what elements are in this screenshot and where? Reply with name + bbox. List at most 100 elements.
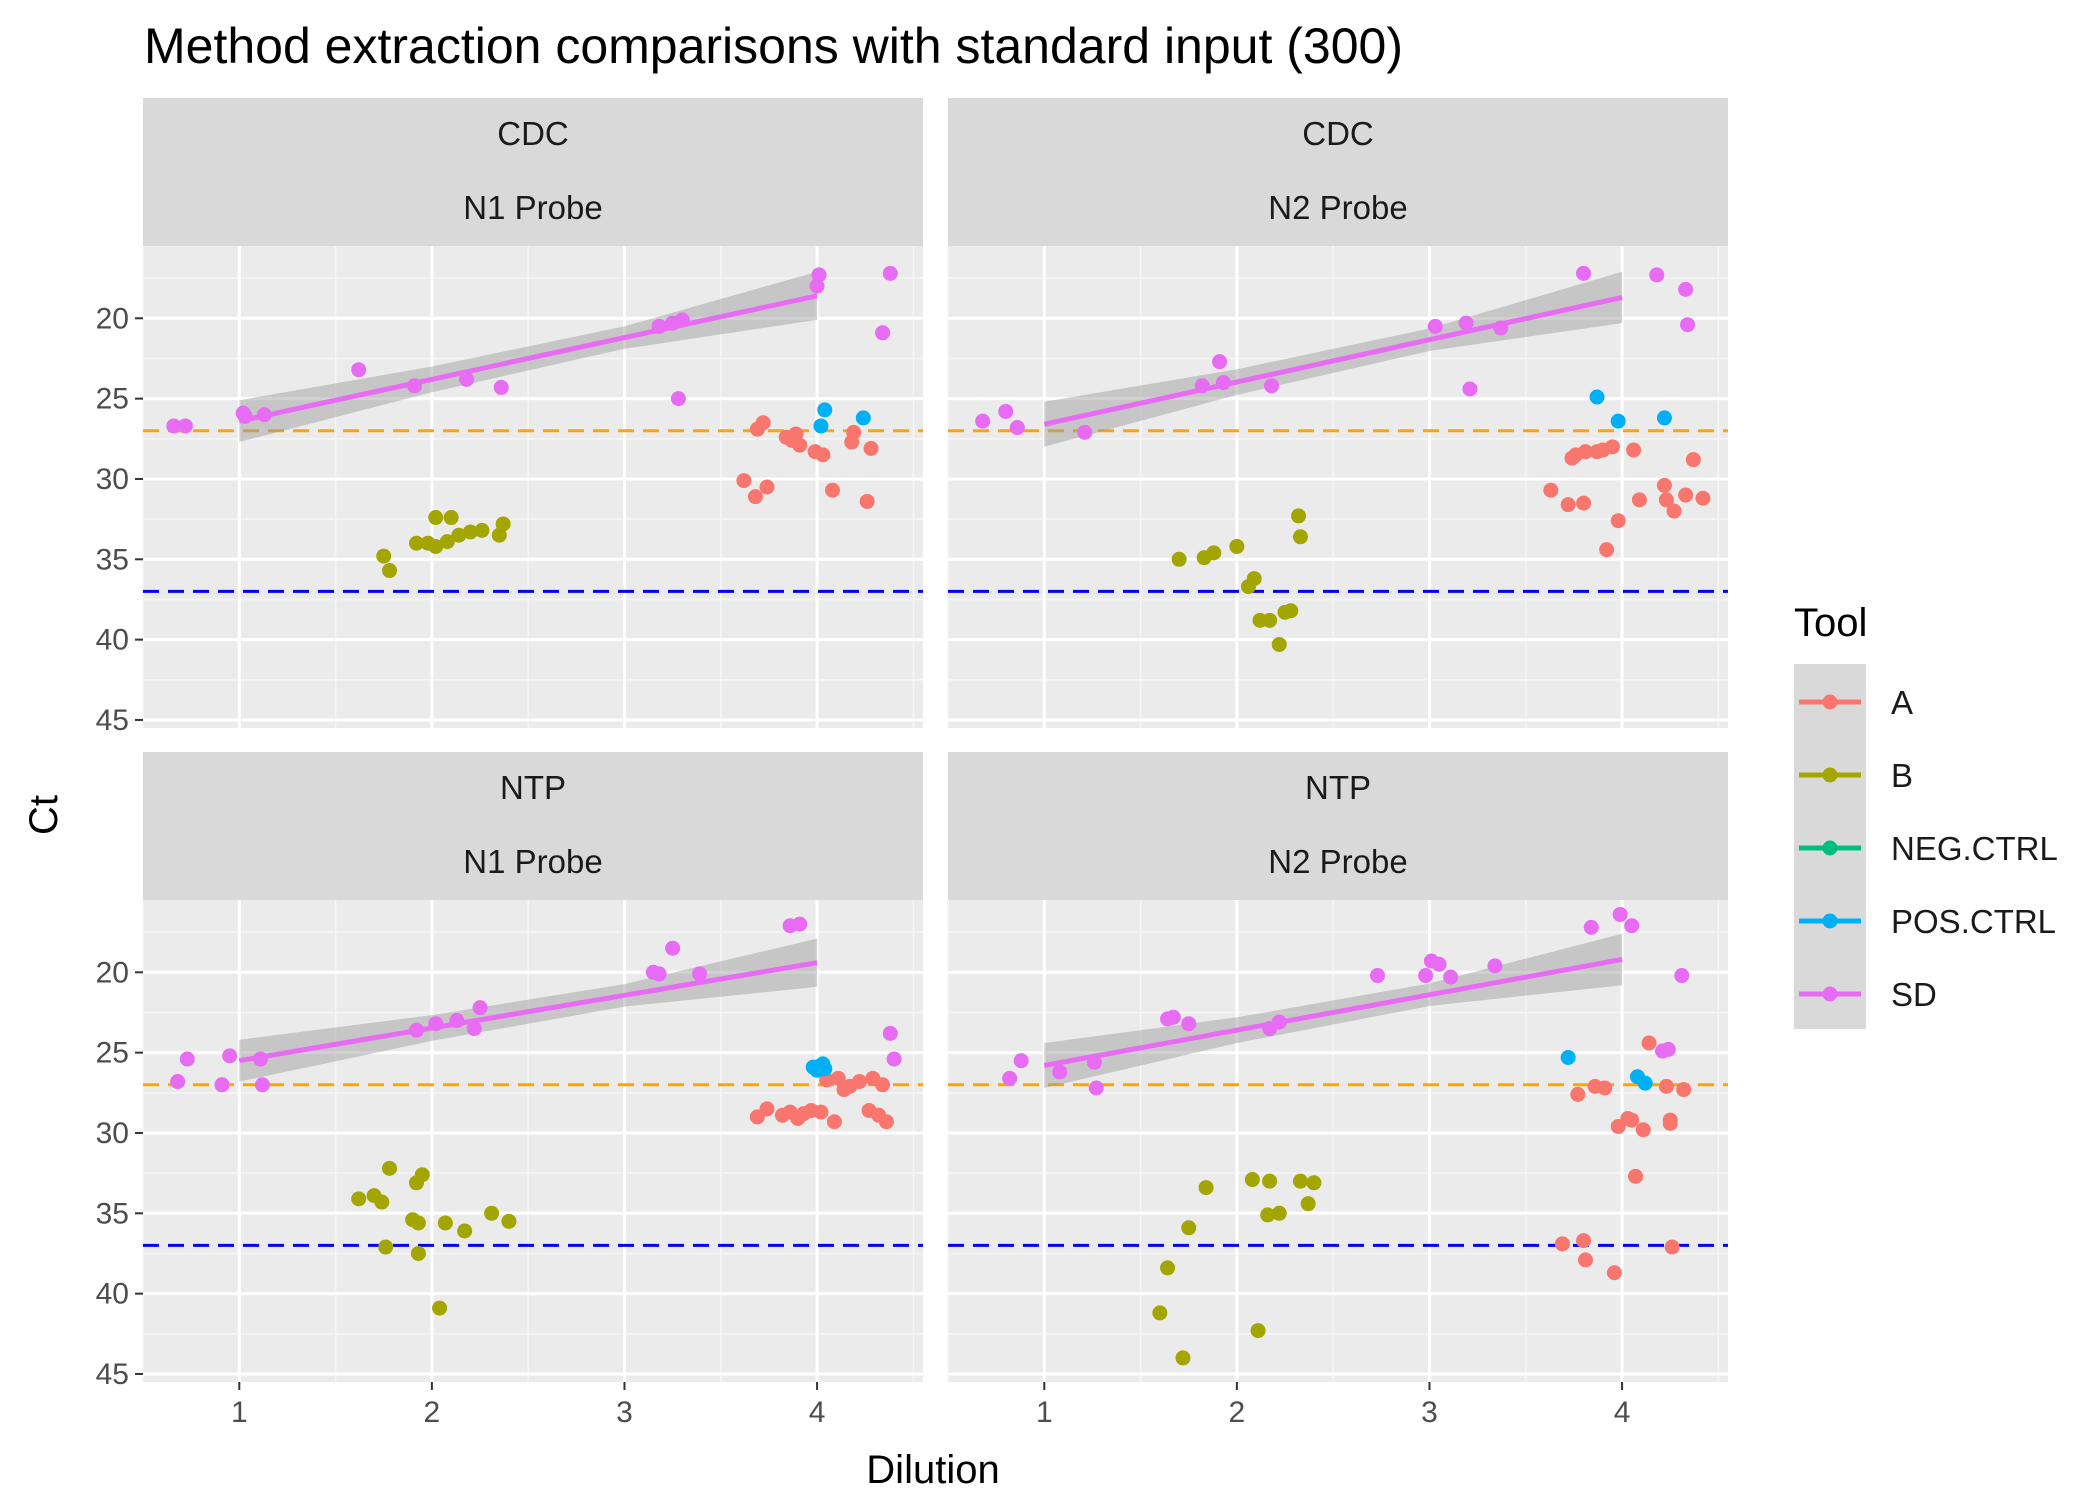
data-point-sd	[1431, 956, 1447, 972]
data-point-b	[1229, 538, 1245, 554]
data-point-sd	[692, 966, 708, 982]
strip-background	[143, 752, 923, 900]
data-point-b	[1260, 1207, 1276, 1223]
data-point-a	[830, 1070, 846, 1086]
data-point-a	[1685, 452, 1701, 468]
data-point-sd	[179, 1051, 195, 1067]
data-point-b	[1181, 1220, 1197, 1236]
data-point-pos-ctrl	[1589, 389, 1605, 405]
plot-background	[948, 246, 1728, 728]
strip-background	[948, 752, 1728, 900]
data-point-b	[1246, 571, 1262, 587]
strip-label: NTP	[1305, 769, 1371, 806]
data-point-b	[451, 527, 467, 543]
data-point-sd	[665, 940, 681, 956]
data-point-b	[351, 1191, 367, 1207]
data-point-b	[1271, 1205, 1287, 1221]
data-point-sd	[1212, 354, 1228, 370]
data-point-a	[1599, 542, 1615, 558]
data-point-b	[428, 510, 444, 526]
data-point-b	[462, 524, 478, 540]
data-point-b	[484, 1205, 500, 1221]
data-point-b	[428, 538, 444, 554]
data-point-b	[1262, 1173, 1278, 1189]
data-point-a	[1658, 492, 1674, 508]
data-point-a	[1576, 1233, 1592, 1249]
legend-key-point	[1822, 694, 1838, 710]
data-point-sd	[254, 1077, 270, 1093]
data-point-sd	[1418, 968, 1434, 984]
data-point-a	[859, 493, 875, 509]
data-point-a	[826, 1114, 842, 1130]
panels: CDC N1 Probe 20 25 30 35 40 45 CDC N2 Probe NTP N1 …	[96, 98, 1728, 1429]
strip-label: N1 Probe	[463, 843, 602, 880]
data-point-b	[378, 1239, 394, 1255]
data-point-sd	[1165, 1009, 1181, 1025]
data-point-sd	[1002, 1070, 1018, 1086]
data-point-b	[495, 516, 511, 532]
x-tick-label: 4	[1614, 1396, 1631, 1429]
data-point-a	[1641, 1035, 1657, 1051]
panel-2: CDC N2 Probe	[947, 98, 1728, 728]
data-point-sd	[1264, 378, 1280, 394]
data-point-a	[747, 489, 763, 505]
data-point-pos-ctrl	[813, 418, 829, 434]
data-point-pos-ctrl	[1610, 413, 1626, 429]
y-tick-label: 45	[96, 704, 129, 737]
data-point-b	[1262, 612, 1278, 628]
data-point-sd	[1462, 381, 1478, 397]
data-point-b	[1271, 636, 1287, 652]
data-point-sd	[1052, 1064, 1068, 1080]
data-point-sd	[998, 403, 1014, 419]
data-point-a	[875, 1077, 891, 1093]
y-tick-label: 45	[96, 1358, 129, 1391]
data-point-a	[1626, 442, 1642, 458]
data-point-sd	[166, 418, 182, 434]
data-point-a	[824, 482, 840, 498]
data-point-a	[1560, 497, 1576, 513]
data-point-sd	[670, 391, 686, 407]
data-point-a	[1631, 492, 1647, 508]
panel-4: NTP N2 Probe 1 2 3 4	[947, 752, 1728, 1429]
legend-label: B	[1891, 757, 1913, 794]
data-point-b	[376, 548, 392, 564]
data-point-sd	[809, 278, 825, 294]
y-tick-label: 20	[96, 302, 129, 335]
data-point-sd	[472, 1000, 488, 1016]
data-point-a	[759, 1101, 775, 1117]
data-point-a	[1676, 1082, 1692, 1098]
y-tick-label: 20	[96, 956, 129, 989]
data-point-sd	[1612, 906, 1628, 922]
legend-label: A	[1891, 684, 1913, 721]
y-tick-label: 40	[96, 624, 129, 657]
strip-label: N1 Probe	[463, 189, 602, 226]
legend-title: Tool	[1794, 601, 1867, 645]
data-point-a	[1597, 1080, 1613, 1096]
data-point-sd	[875, 325, 891, 341]
x-axis-title: Dilution	[866, 1448, 999, 1492]
data-point-a	[863, 440, 879, 456]
data-point-pos-ctrl	[1637, 1075, 1653, 1091]
y-tick-label: 35	[96, 543, 129, 576]
data-point-b	[443, 510, 459, 526]
data-point-a	[851, 1074, 867, 1090]
x-tick-label: 2	[1229, 1396, 1246, 1429]
data-point-pos-ctrl	[815, 1056, 831, 1072]
data-point-b	[1160, 1260, 1176, 1276]
data-point-sd	[1576, 265, 1592, 281]
data-point-sd	[1458, 315, 1474, 331]
x-tick-label: 3	[616, 1396, 633, 1429]
y-tick-label: 30	[96, 463, 129, 496]
strip-label: NTP	[500, 769, 566, 806]
data-point-b	[1250, 1323, 1266, 1339]
data-point-sd	[1427, 318, 1443, 334]
data-point-sd	[459, 371, 475, 387]
data-point-a	[1628, 1168, 1644, 1184]
data-point-b	[457, 1223, 473, 1239]
data-point-sd	[222, 1048, 238, 1064]
data-point-b	[408, 535, 424, 551]
data-point-sd	[1624, 918, 1640, 934]
data-point-b	[437, 1215, 453, 1231]
